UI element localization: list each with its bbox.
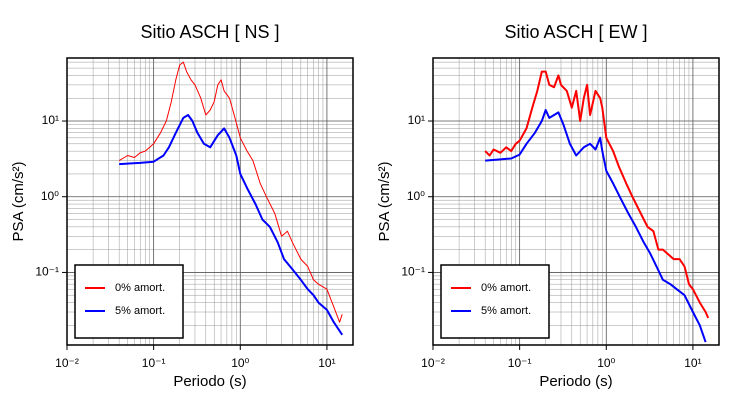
- y-tick-label: 10⁻¹: [35, 265, 59, 279]
- legend-label: 5% amort.: [481, 305, 531, 317]
- plot-frame: [432, 57, 720, 346]
- legend-label: 0% amort.: [481, 282, 531, 294]
- legend-label: 5% amort.: [115, 305, 165, 317]
- y-tick-label: 10⁰: [407, 189, 425, 203]
- y-tick-label: 10⁻¹: [401, 265, 425, 279]
- x-axis-label: Periodo (s): [539, 373, 612, 390]
- plot-frame: [66, 57, 354, 346]
- y-axis-label: PSA (cm/s²): [10, 161, 27, 241]
- series-line: [118, 61, 343, 323]
- x-axis-label: Periodo (s): [173, 373, 246, 390]
- series-line: [119, 114, 344, 336]
- x-tick-label: 10¹: [318, 356, 335, 370]
- chart-title: Sitio ASCH [ EW ]: [504, 22, 647, 42]
- x-tick-label: 10⁰: [231, 356, 249, 370]
- legend-box: [74, 264, 184, 339]
- x-tick-label: 10⁻¹: [142, 356, 166, 370]
- x-tick-label: 10⁰: [597, 356, 615, 370]
- series-line: [485, 109, 707, 343]
- panel: Sitio ASCH [ EW ] 10⁻² 10⁻¹ 10⁰ 10¹ 10⁻¹ 10⁰ 10…: [376, 22, 720, 390]
- chart-title: Sitio ASCH [ NS ]: [140, 22, 279, 42]
- series-line: [484, 70, 710, 319]
- panel: Sitio ASCH [ NS ] 10⁻² 10⁻¹ 10⁰ 10¹ 10⁻¹ 10⁰ 10…: [10, 22, 354, 390]
- x-tick-label: 10¹: [684, 356, 701, 370]
- x-tick-label: 10⁻²: [55, 356, 79, 370]
- legend-label: 0% amort.: [115, 282, 165, 294]
- x-tick-label: 10⁻²: [421, 356, 445, 370]
- x-tick-label: 10⁻¹: [508, 356, 532, 370]
- legend-box: [440, 264, 550, 339]
- y-axis-label: PSA (cm/s²): [376, 161, 393, 241]
- y-tick-label: 10⁰: [41, 189, 59, 203]
- y-tick-label: 10¹: [42, 113, 59, 127]
- y-tick-label: 10¹: [408, 113, 425, 127]
